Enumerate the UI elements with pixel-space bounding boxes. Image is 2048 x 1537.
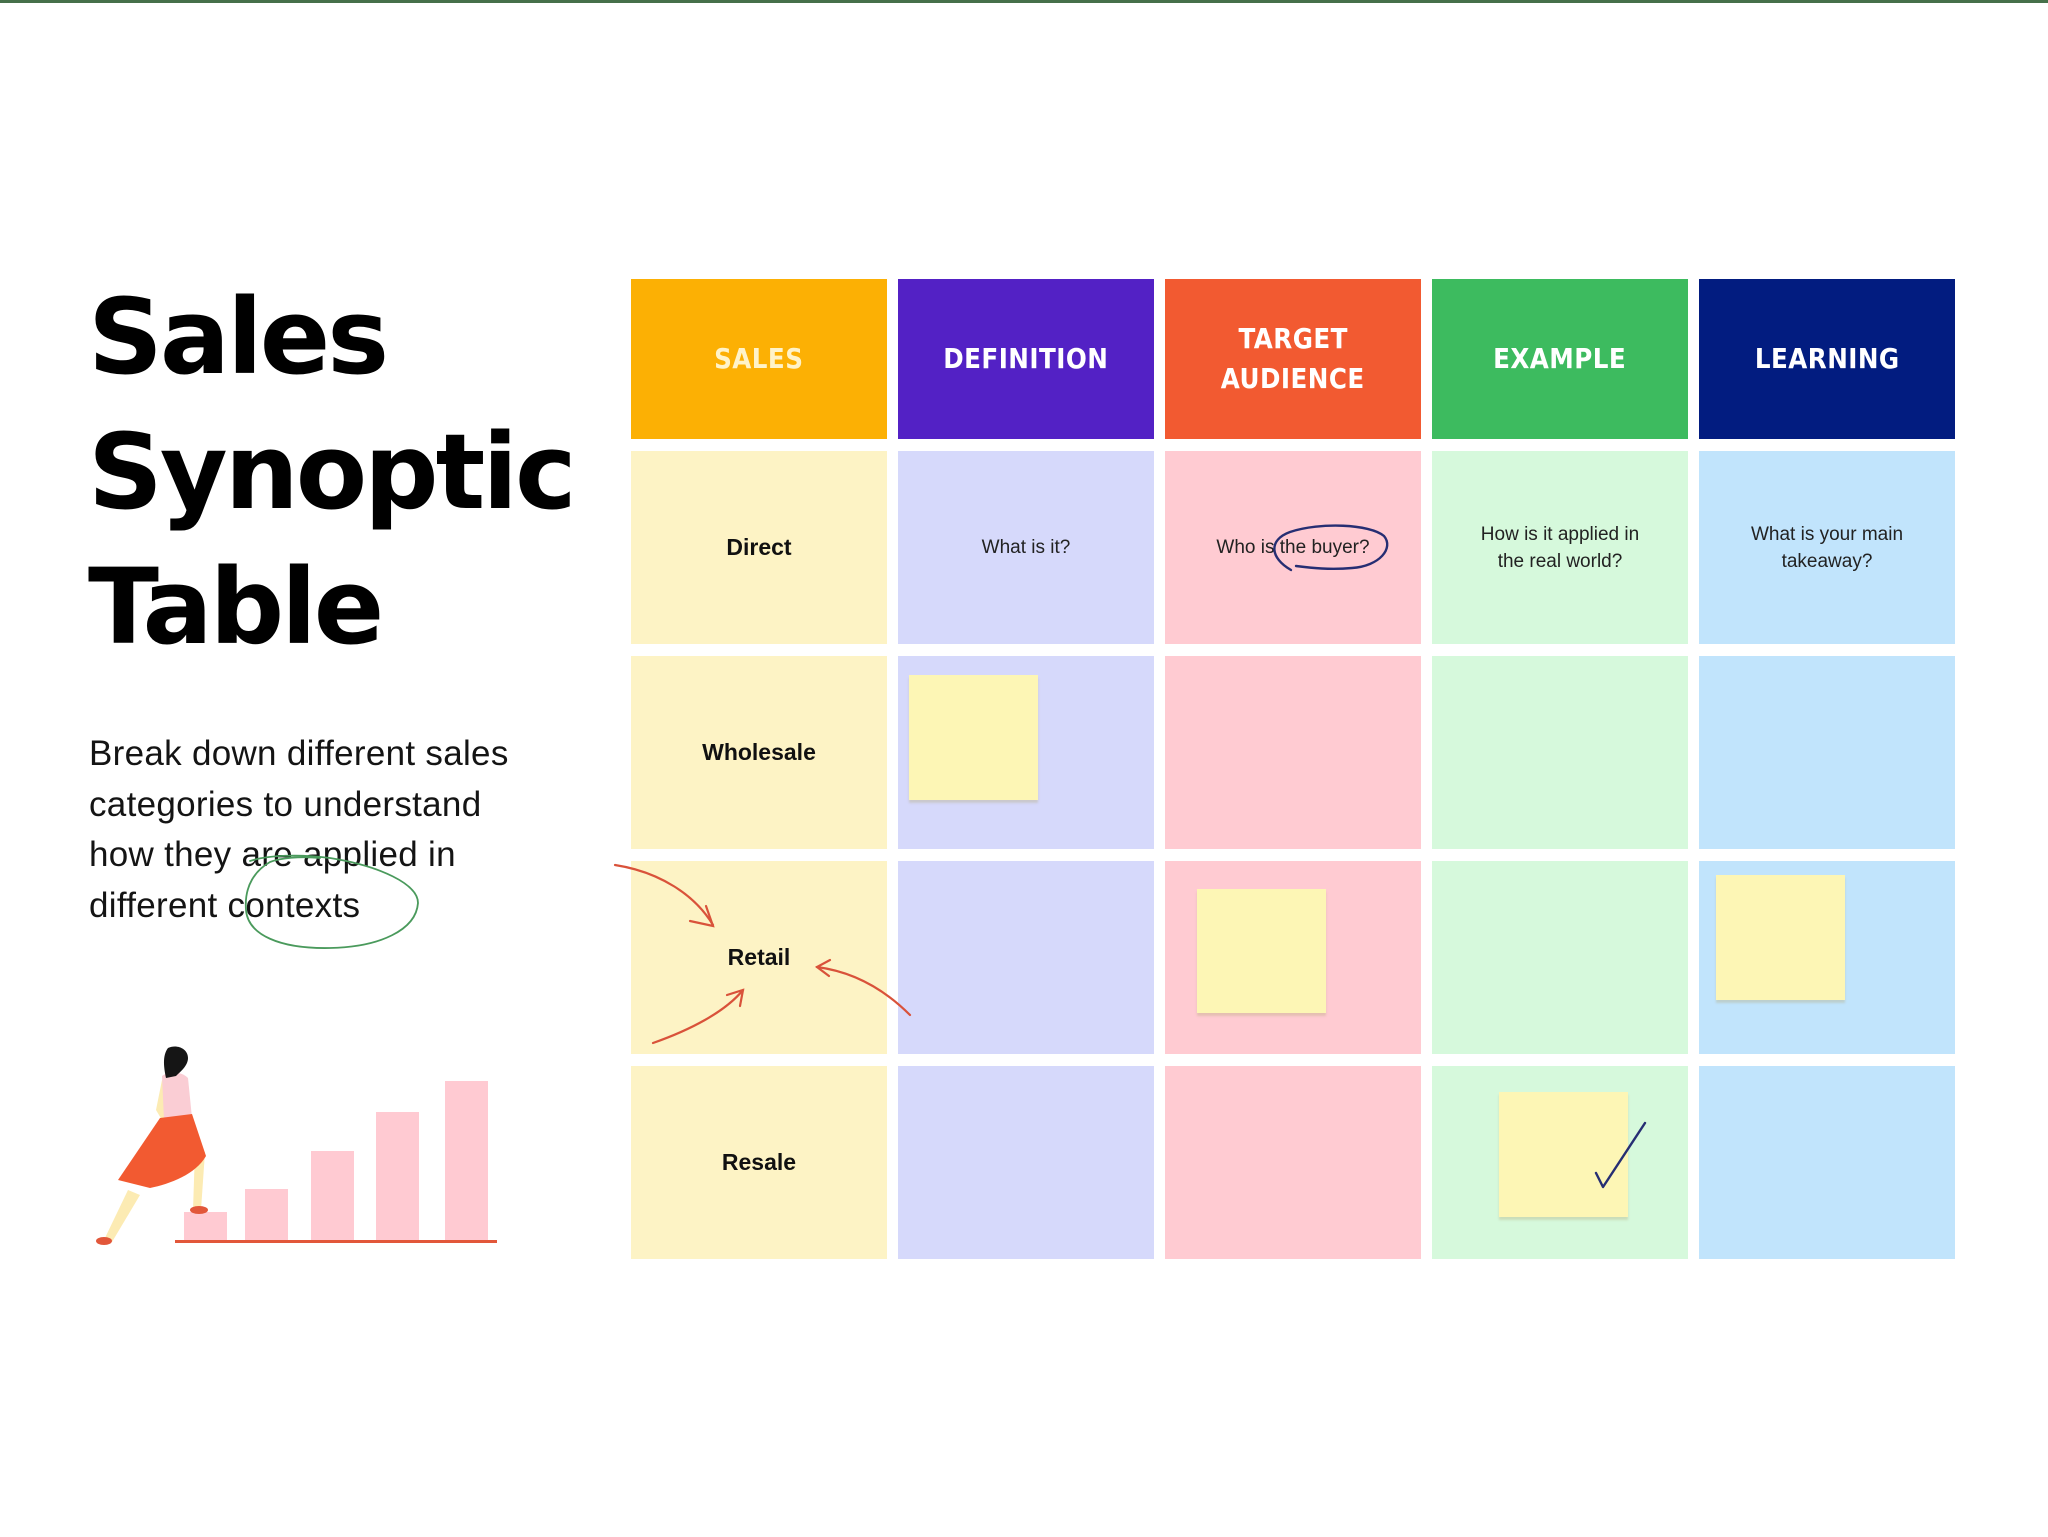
bar-chart-icon	[175, 1081, 497, 1243]
prompt-text: takeaway?	[1781, 550, 1873, 572]
example-cell[interactable]	[1432, 656, 1688, 849]
woman-figure-icon	[96, 1046, 208, 1245]
row-label: Retail	[727, 944, 791, 970]
row-label: Wholesale	[702, 739, 816, 765]
header-label: EXAMPLE	[1493, 342, 1627, 375]
prompt-text: How is it applied in	[1480, 523, 1640, 545]
header-label: SALES	[714, 342, 804, 375]
header-sales[interactable]: SALES	[631, 279, 887, 439]
definition-cell[interactable]	[898, 861, 1154, 1054]
header-label: DEFINITION	[943, 342, 1109, 375]
header-label: AUDIENCE	[1221, 362, 1365, 395]
title-line: Synoptic	[88, 411, 577, 533]
description-line: how they are applied in	[89, 835, 456, 874]
prompt-text: What is it?	[981, 537, 1071, 558]
header-label: TARGET	[1238, 322, 1348, 355]
target-audience-cell[interactable]	[1165, 656, 1421, 849]
header-learning[interactable]: LEARNING	[1699, 279, 1955, 439]
page-title: Sales Synoptic Table	[88, 270, 577, 675]
prompt-text: Who is the buyer?	[1216, 537, 1370, 558]
description-line: different contexts	[89, 885, 361, 925]
learning-cell[interactable]: What is your main takeaway?	[1699, 451, 1955, 644]
header-target-audience[interactable]: TARGET AUDIENCE	[1165, 279, 1421, 439]
sticky-note[interactable]	[909, 675, 1038, 800]
header-label: LEARNING	[1754, 342, 1900, 375]
row-label-cell[interactable]: Resale	[631, 1066, 887, 1259]
row-label-cell[interactable]: Wholesale	[631, 656, 887, 849]
description: Break down different sales categories to…	[89, 729, 609, 931]
description-line: categories to understand	[89, 784, 482, 824]
definition-cell[interactable]: What is it?	[898, 451, 1154, 644]
example-cell[interactable]	[1432, 861, 1688, 1054]
sticky-note[interactable]	[1499, 1092, 1628, 1217]
header-definition[interactable]: DEFINITION	[898, 279, 1154, 439]
sticky-note[interactable]	[1716, 875, 1845, 1000]
prompt-text: the real world?	[1497, 550, 1623, 572]
target-audience-cell[interactable]: Who is the buyer?	[1165, 451, 1421, 644]
description-line: Break down different sales	[89, 734, 509, 773]
woman-climbing-chart-illustration	[96, 1046, 497, 1245]
sticky-note[interactable]	[1197, 889, 1326, 1013]
row-label-cell[interactable]: Retail	[631, 861, 887, 1054]
example-cell[interactable]: How is it applied in the real world?	[1432, 451, 1688, 644]
row-label: Resale	[721, 1149, 797, 1175]
row-label-cell[interactable]: Direct	[631, 451, 887, 644]
target-audience-cell[interactable]	[1165, 1066, 1421, 1259]
prompt-text: What is your main	[1750, 523, 1904, 545]
title-line: Sales	[88, 276, 389, 398]
definition-cell[interactable]	[898, 1066, 1154, 1259]
learning-cell[interactable]	[1699, 1066, 1955, 1259]
title-line: Table	[88, 546, 384, 668]
row-label: Direct	[726, 534, 792, 560]
header-example[interactable]: EXAMPLE	[1432, 279, 1688, 439]
top-border	[0, 0, 2048, 3]
learning-cell[interactable]	[1699, 656, 1955, 849]
